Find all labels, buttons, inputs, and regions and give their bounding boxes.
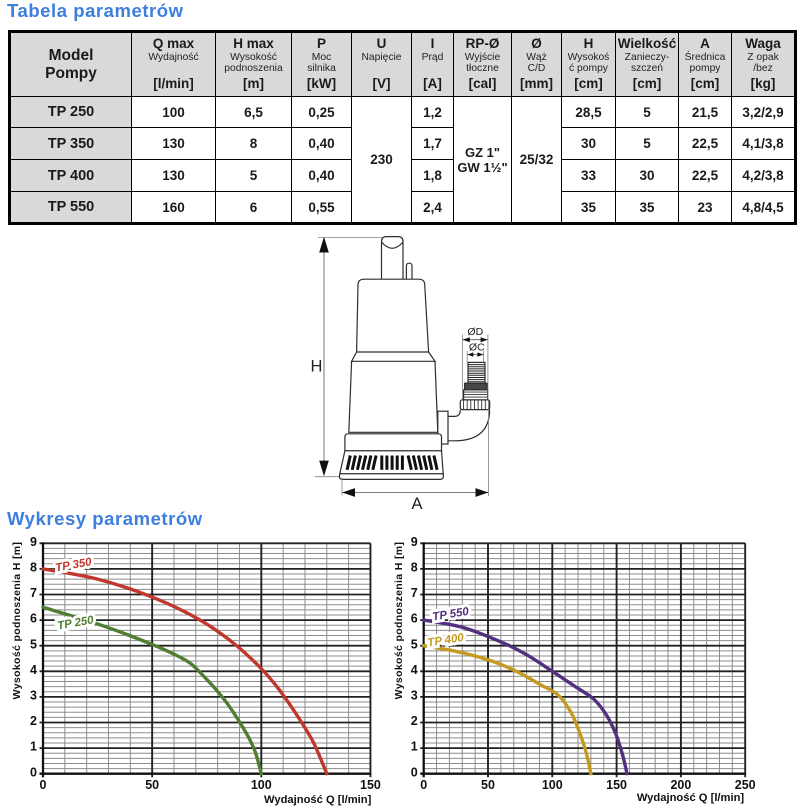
svg-text:50: 50 [481,778,495,792]
svg-text:9: 9 [30,535,37,549]
svg-text:TP 400: TP 400 [427,632,466,650]
svg-text:Wysokość podnoszenia H [m]: Wysokość podnoszenia H [m] [11,542,23,700]
svg-text:ØC: ØC [469,342,485,354]
svg-text:4: 4 [30,663,37,677]
svg-text:5: 5 [30,637,37,651]
svg-text:150: 150 [360,778,381,792]
svg-text:0: 0 [40,778,47,792]
svg-text:8: 8 [30,561,37,575]
svg-text:3: 3 [30,689,37,703]
svg-text:100: 100 [542,778,563,792]
svg-text:2: 2 [411,714,418,728]
svg-text:Wydajność Q [l/min]: Wydajność Q [l/min] [264,794,372,806]
svg-text:Wydajność Q [l/min]: Wydajność Q [l/min] [637,792,745,804]
svg-text:200: 200 [670,778,691,792]
svg-text:7: 7 [30,586,37,600]
svg-text:H: H [311,358,323,376]
svg-text:0: 0 [411,765,418,779]
svg-text:4: 4 [411,663,418,677]
svg-text:7: 7 [411,586,418,600]
svg-text:8: 8 [411,561,418,575]
svg-text:150: 150 [606,778,627,792]
svg-text:3: 3 [411,689,418,703]
svg-text:9: 9 [411,535,418,549]
svg-text:50: 50 [145,778,159,792]
svg-text:250: 250 [735,778,756,792]
svg-text:1: 1 [411,740,418,754]
svg-text:Wysokość podnoszenia H [m]: Wysokość podnoszenia H [m] [393,542,405,700]
svg-text:1: 1 [30,740,37,754]
svg-text:A: A [412,495,423,513]
svg-text:TP 250: TP 250 [56,614,95,632]
svg-text:100: 100 [251,778,272,792]
svg-text:6: 6 [411,612,418,626]
svg-text:0: 0 [30,765,37,779]
svg-text:0: 0 [420,778,427,792]
svg-text:ØD: ØD [467,326,483,338]
svg-text:6: 6 [30,612,37,626]
svg-text:5: 5 [411,637,418,651]
svg-text:2: 2 [30,714,37,728]
